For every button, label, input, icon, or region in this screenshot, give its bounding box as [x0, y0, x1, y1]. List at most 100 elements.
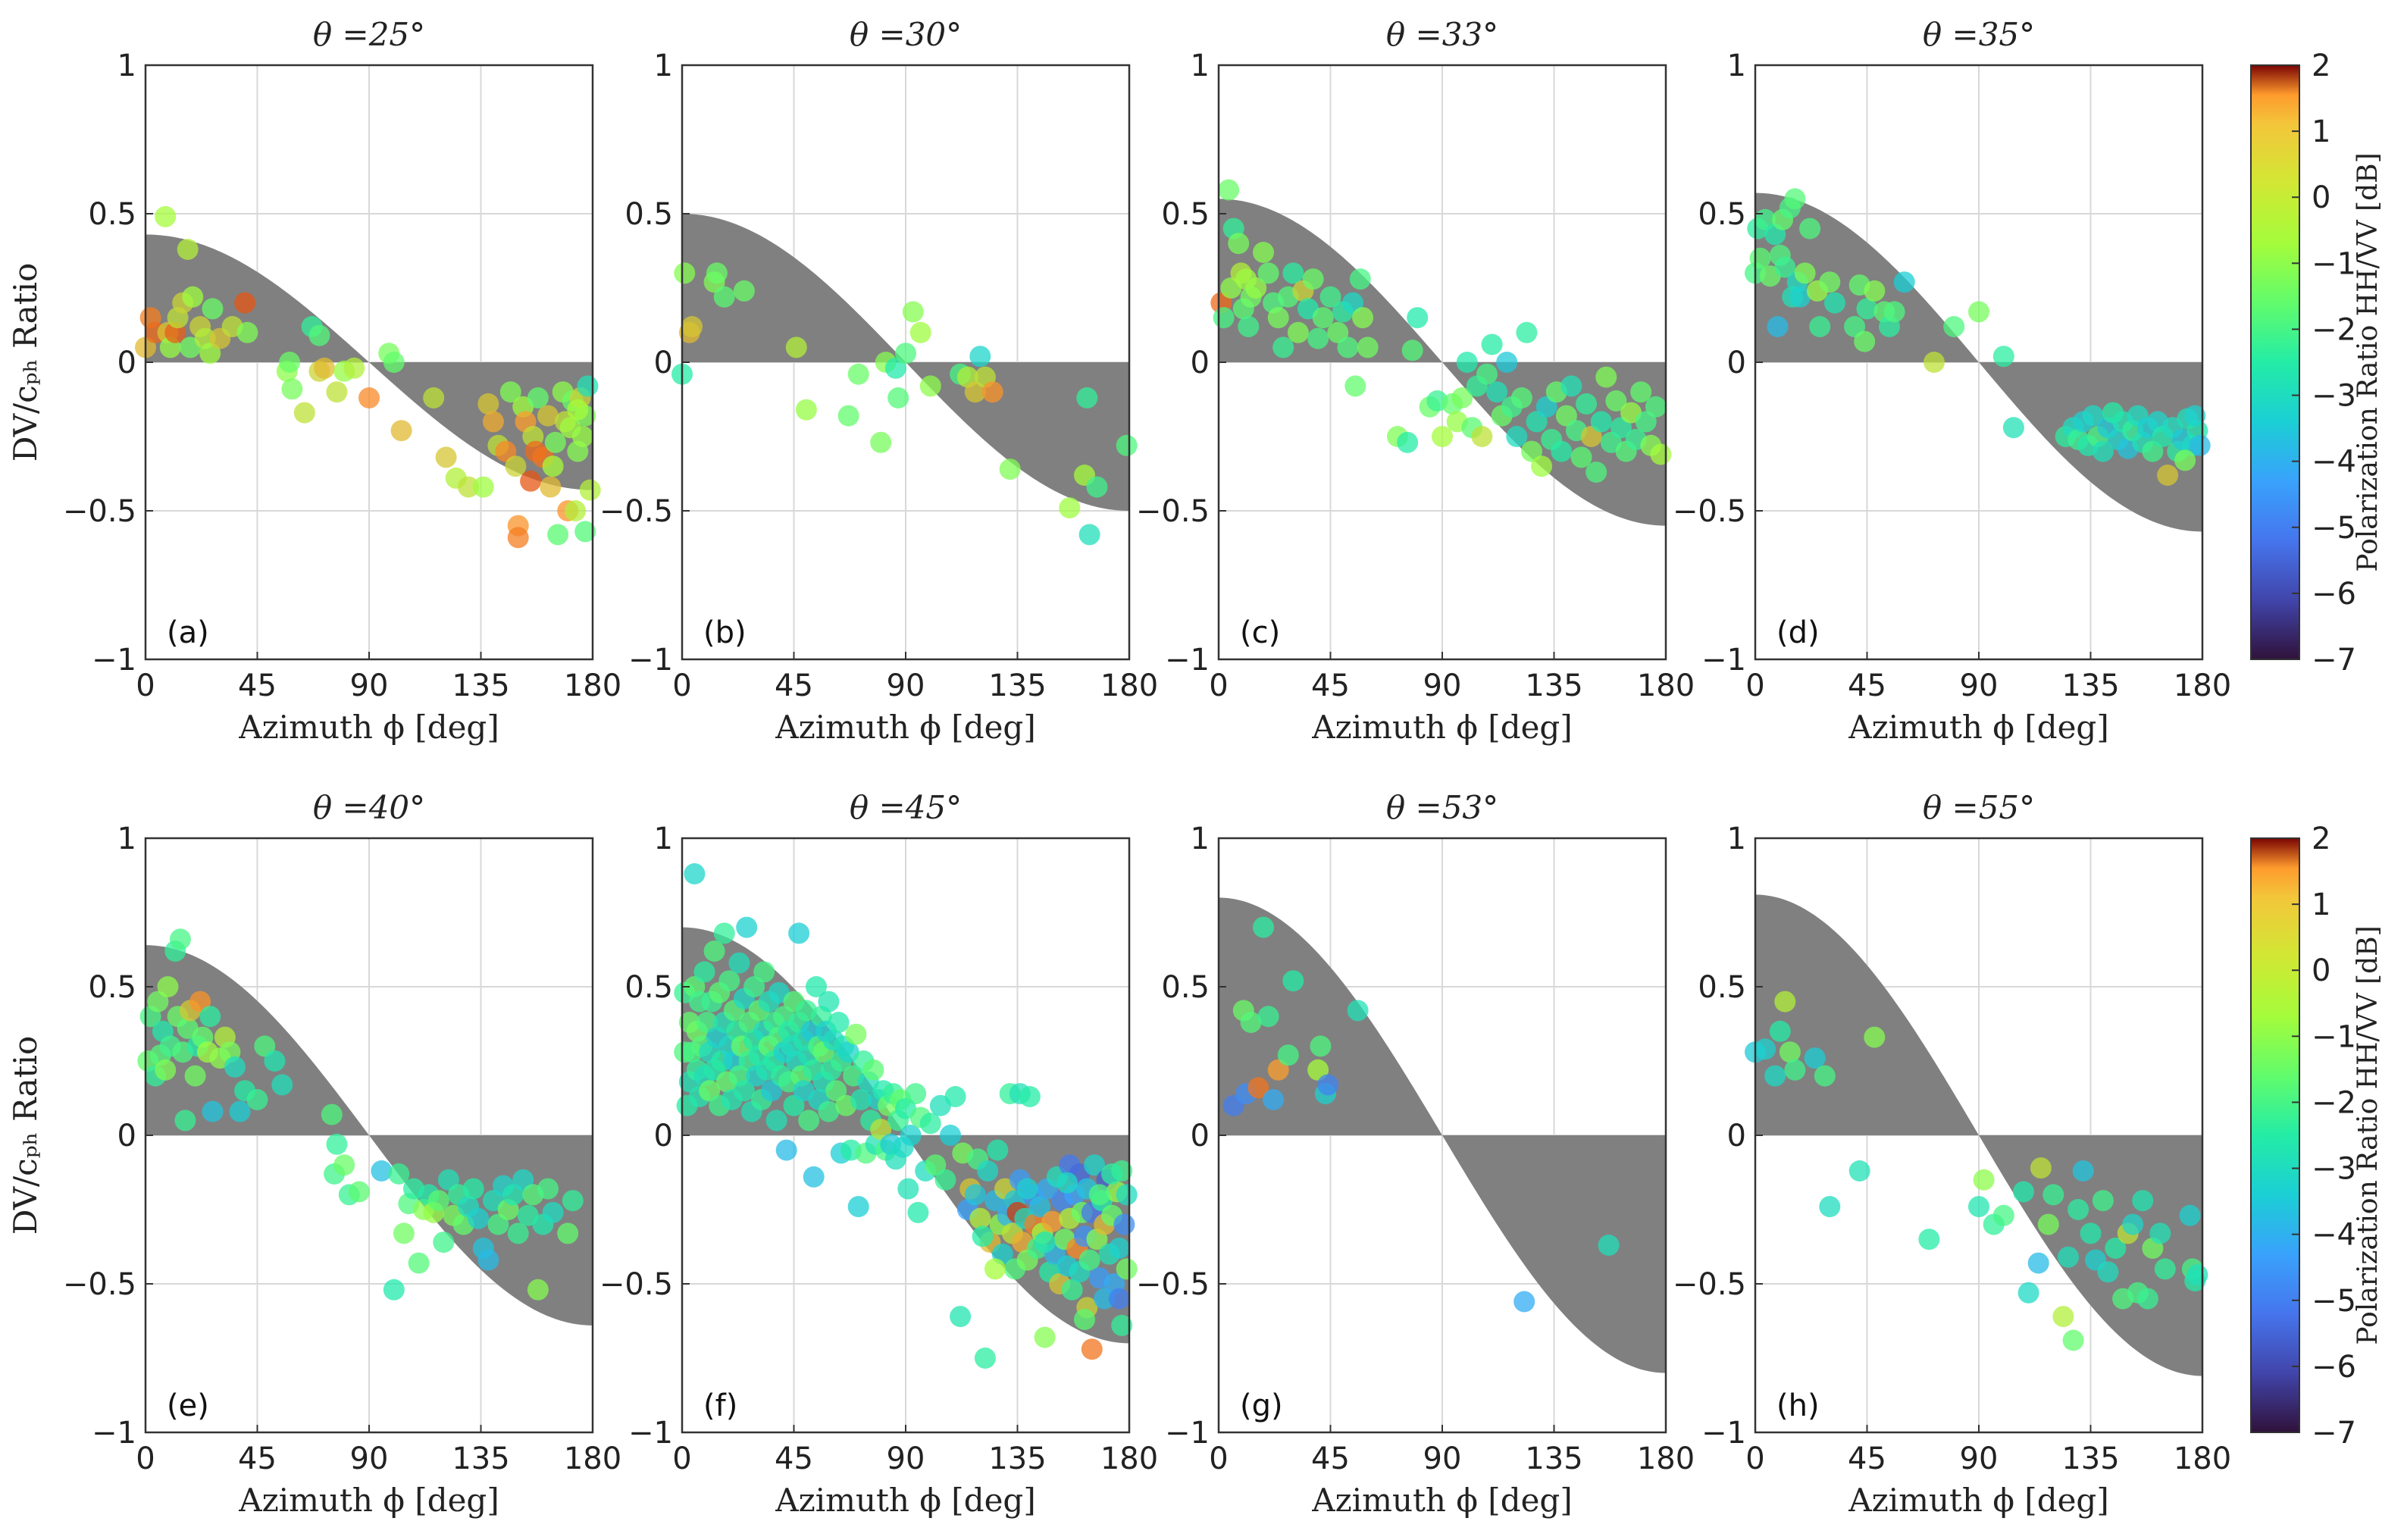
scatter-point [1784, 188, 1806, 210]
y-tick-label: 0 [1191, 1119, 1210, 1153]
scatter-point [902, 301, 924, 323]
x-tick-label: 135 [988, 1441, 1046, 1476]
scatter-point [919, 375, 941, 397]
scatter-point [713, 286, 735, 308]
scatter-point [1116, 434, 1138, 456]
scatter-point [1108, 1238, 1130, 1259]
x-tick-label: 0 [136, 668, 155, 703]
scatter-point [1113, 1213, 1135, 1235]
scatter-point [505, 455, 527, 477]
scatter-point [281, 378, 303, 400]
scatter-point [684, 863, 706, 884]
scatter-point [1576, 393, 1598, 415]
x-tick-label: 90 [1960, 668, 1999, 703]
y-axis-label: DV/cₚₕ Ratio [7, 1036, 44, 1235]
scatter-point [540, 476, 562, 498]
scatter-point [1799, 218, 1821, 239]
scatter-point [477, 1249, 499, 1271]
scatter-point [2002, 417, 2024, 439]
scatter-point [828, 1012, 850, 1033]
panel-title: θ =33° [1386, 16, 1498, 53]
scatter-point [1510, 387, 1532, 408]
scatter-point [964, 1184, 986, 1206]
scatter-points [1210, 179, 1672, 483]
scatter-point [1282, 970, 1304, 992]
scatter-point [1551, 440, 1573, 462]
scatter-point [1238, 316, 1260, 337]
panel-f: 0 45 90 135 180 1 0.5 0 −0.5 −1 θ =45° (f) Azimuth ϕ… [599, 789, 1158, 1519]
scatter-point [1968, 1196, 1989, 1218]
panel-c: 0 45 90 135 180 1 0.5 0 −0.5 −1 θ =33° (c) Azimuth ϕ… [1136, 16, 1695, 746]
scatter-point [462, 1178, 484, 1200]
scatter-point [798, 1110, 820, 1132]
scatter-point [477, 393, 499, 415]
x-tick-label: 45 [775, 668, 813, 703]
scatter-point [1595, 366, 1617, 388]
colorbar-tick-label: −4 [2312, 445, 2356, 480]
scatter-point [1943, 316, 1965, 337]
colorbar-tick-label: −5 [2312, 1284, 2356, 1319]
colorbar-tick-label: 0 [2312, 953, 2330, 988]
scatter-point [1101, 1163, 1123, 1185]
scatter-point [1767, 316, 1789, 337]
y-tick-label: 1 [654, 49, 673, 83]
colorbar-tick-label: −4 [2312, 1218, 2356, 1253]
panel-title: θ =55° [1923, 789, 2035, 826]
scatter-point [974, 1348, 996, 1369]
scatter-point [2189, 434, 2211, 456]
scatter-point [1451, 387, 1473, 408]
panel-a: 0 45 90 135 180 1 0.5 0 −0.5 −1 θ =25° (a) Azimuth ϕ… [7, 16, 621, 746]
scatter-point [574, 521, 596, 543]
y-tick-label: 1 [1191, 49, 1210, 83]
x-tick-label: 180 [1637, 1441, 1695, 1476]
panel-title: θ =40° [313, 789, 425, 826]
scatter-point [733, 1080, 755, 1102]
scatter-point [1590, 411, 1612, 433]
model-band [1219, 897, 1666, 1373]
x-tick-label: 135 [1525, 1441, 1582, 1476]
scatter-point [693, 961, 715, 983]
x-tick-label: 90 [887, 1441, 925, 1476]
y-tick-label: −0.5 [63, 1267, 136, 1302]
scatter-point [1848, 1160, 1870, 1182]
scatter-point [1883, 301, 1905, 323]
panel-d: 0 45 90 135 180 1 0.5 0 −0.5 −1 θ =35° (d) Azimuth ϕ… [1673, 16, 2231, 746]
scatter-point [435, 446, 457, 468]
y-tick-label: −1 [1701, 643, 1746, 678]
scatter-points [1745, 188, 2211, 486]
scatter-point [2149, 1222, 2171, 1244]
x-tick-label: 45 [1848, 668, 1886, 703]
scatter-point [408, 1252, 430, 1274]
scatter-point [2092, 1190, 2114, 1212]
x-tick-label: 180 [564, 1441, 621, 1476]
y-tick-label: −0.5 [599, 1267, 673, 1302]
scatter-point [1078, 1249, 1100, 1271]
scatter-point [1108, 1288, 1130, 1310]
scatter-point [1253, 242, 1274, 263]
x-axis-label: Azimuth ϕ [deg] [1311, 1482, 1572, 1519]
scatter-point [314, 357, 335, 379]
scatter-point [703, 941, 725, 962]
scatter-point [182, 286, 204, 308]
scatter-point [333, 1154, 355, 1176]
panel-label: (e) [167, 1388, 209, 1423]
y-tick-label: −1 [1165, 643, 1210, 678]
y-tick-label: 0 [1727, 1119, 1746, 1153]
x-axis-label: Azimuth ϕ [deg] [1848, 1482, 2108, 1519]
scatter-point [987, 1139, 1009, 1161]
x-tick-label: 0 [672, 1441, 691, 1476]
scatter-point [390, 420, 412, 442]
scatter-point [907, 1201, 929, 1223]
scatter-point [1769, 1020, 1791, 1042]
scatter-point [202, 1100, 224, 1122]
scatter-point [1585, 462, 1607, 483]
panel-label: (g) [1240, 1388, 1283, 1423]
scatter-point [1401, 340, 1423, 362]
scatter-point [1809, 316, 1831, 337]
scatter-point [1019, 1086, 1041, 1107]
scatter-point [969, 1207, 991, 1229]
scatter-point [1864, 1026, 1886, 1048]
scatter-point [383, 352, 405, 373]
scatter-point [537, 405, 559, 427]
scatter-point [1310, 1035, 1332, 1057]
